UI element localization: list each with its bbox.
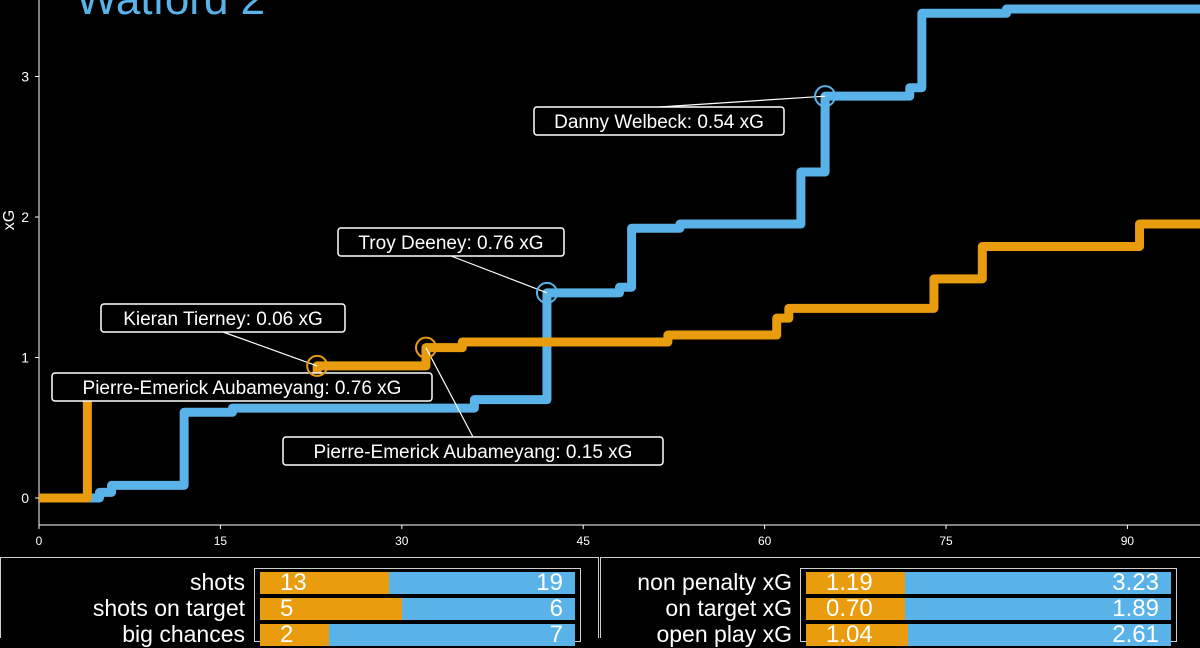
stats-bar-box: 13 19 5 6 2 7 [254, 568, 581, 647]
annotation-label: Danny Welbeck: 0.54 xG [554, 112, 764, 133]
x-tick-label: 45 [577, 534, 591, 548]
annotation-box [337, 227, 565, 257]
y-tick-label: 2 [21, 209, 29, 225]
stat-bar-watford: 2.61 [908, 621, 1171, 648]
stat-label: big chances [122, 621, 245, 647]
annotation-box [51, 372, 433, 402]
stat-value-watford: 19 [536, 569, 563, 596]
series-line-watford [39, 4, 1200, 503]
annotation-label: Kieran Tierney: 0.06 xG [123, 309, 323, 330]
stat-value-arsenal: 1.04 [826, 621, 873, 648]
stat-label: shots [190, 569, 245, 595]
y-tick-label: 0 [21, 490, 29, 506]
stat-bar: 1.19 3.23 [806, 569, 1171, 596]
stat-bar-watford: 3.23 [904, 569, 1171, 596]
chart-title: Watford 2 [76, 0, 265, 24]
annotation-leader [222, 331, 318, 367]
stat-bar-arsenal: 2 [260, 621, 330, 648]
shot-marker [306, 354, 329, 377]
stat-value-watford: 3.23 [1112, 569, 1159, 596]
stats-panel-left: 13 19 5 6 2 7 shots shots on target big chances [0, 557, 599, 647]
stat-bar-arsenal: 1.19 [806, 569, 905, 596]
annotation-leader [425, 347, 474, 438]
stat-bar-watford: 1.89 [904, 595, 1171, 622]
stat-value-arsenal: 13 [280, 569, 307, 596]
stat-bar-arsenal: 1.04 [806, 621, 909, 648]
y-axis-label: xG [1, 210, 18, 230]
shot-marker [535, 281, 558, 304]
shot-marker [814, 85, 837, 108]
stat-value-watford: 7 [549, 621, 563, 648]
stat-value-arsenal: 2 [280, 621, 294, 648]
stat-value-arsenal: 0.70 [826, 595, 873, 622]
stat-value-watford: 1.89 [1112, 595, 1159, 622]
stat-label: shots on target [92, 595, 245, 621]
stats-bar-box: 1.19 3.23 0.70 1.89 1.04 2.61 [800, 568, 1177, 647]
x-tick-label: 90 [1121, 534, 1135, 548]
annotation-label: Pierre-Emerick Aubameyang: 0.76 xG [83, 378, 402, 399]
annotation-leader [450, 255, 548, 294]
x-tick-label: 15 [214, 534, 228, 548]
stat-bar-watford: 7 [329, 621, 575, 648]
annotation-box [533, 106, 785, 136]
stat-bar-arsenal: 13 [260, 569, 390, 596]
annotation-box [282, 436, 664, 466]
stat-bar-watford: 6 [401, 595, 575, 622]
stat-value-arsenal: 1.19 [826, 569, 873, 596]
x-tick-label: 30 [395, 534, 409, 548]
annotation-label: Pierre-Emerick Aubameyang: 0.15 xG [314, 442, 633, 463]
stats-panel-right: 1.19 3.23 0.70 1.89 1.04 2.61 non penalty xG on… [600, 557, 1200, 647]
y-tick-label: 3 [21, 69, 29, 85]
x-tick-label: 75 [939, 534, 953, 548]
stat-bar: 13 19 [260, 569, 575, 596]
stat-label: non penalty xG [637, 569, 792, 595]
x-tick-label: 0 [36, 534, 43, 548]
annotation-label: Troy Deeney: 0.76 xG [358, 233, 543, 254]
stat-bar-watford: 19 [389, 569, 575, 596]
stat-bar-arsenal: 0.70 [806, 595, 905, 622]
stat-label: on target xG [665, 595, 792, 621]
x-tick-label: 60 [758, 534, 772, 548]
stat-label: open play xG [656, 621, 792, 647]
stat-value-watford: 6 [549, 595, 563, 622]
annotation-box [100, 303, 346, 333]
y-tick-label: 1 [21, 350, 29, 366]
stat-value-arsenal: 5 [280, 595, 294, 622]
annotation-leader [658, 95, 826, 108]
stat-value-watford: 2.61 [1112, 621, 1159, 648]
stat-bar: 1.04 2.61 [806, 621, 1171, 648]
stat-bar-arsenal: 5 [260, 595, 402, 622]
shot-marker [415, 336, 437, 359]
stat-bar: 0.70 1.89 [806, 595, 1171, 622]
xg-timeline-chart: Watford 2 xG 0 15 30 45 60 75 90 0 1 2 3 Pierre-Em… [1, 0, 1200, 548]
